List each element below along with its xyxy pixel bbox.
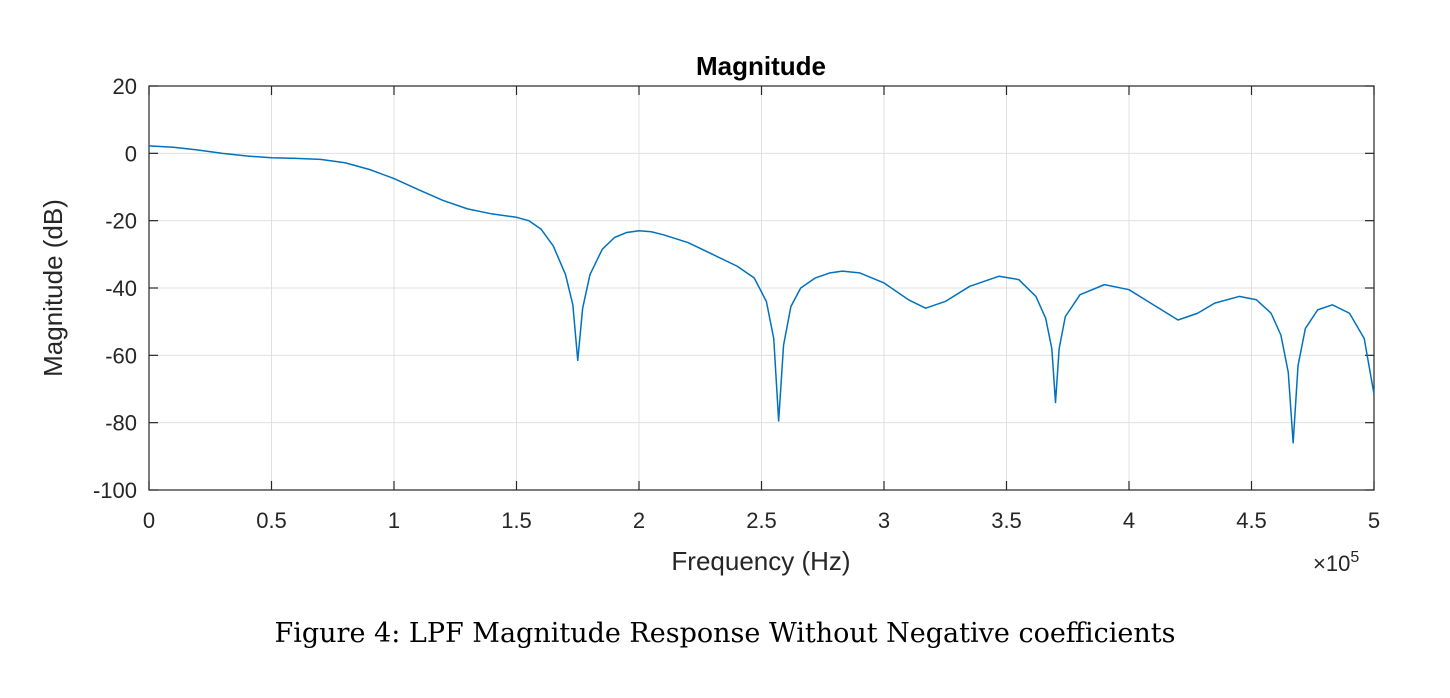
x-axis-label: Frequency (Hz) (671, 546, 850, 576)
x-tick-label: 0.5 (256, 508, 287, 533)
y-axis-label: Magnitude (dB) (38, 199, 68, 377)
x-tick-label: 3 (878, 508, 890, 533)
x-tick-label: 5 (1368, 508, 1380, 533)
grid-lines (148, 85, 1375, 491)
x-exponent-power: 5 (1350, 549, 1359, 566)
x-tick-label: 1 (388, 508, 400, 533)
x-tick-label: 2 (633, 508, 645, 533)
y-tick-label: -80 (105, 411, 137, 436)
y-tick-label: -60 (105, 343, 137, 368)
x-tick-label: 3.5 (991, 508, 1022, 533)
x-tick-label: 1.5 (501, 508, 532, 533)
x-exponent-label: ×105 (1313, 549, 1359, 576)
x-tick-label: 4.5 (1236, 508, 1267, 533)
y-tick-labels: 20 0 -20 -40 -60 -80 -100 (93, 74, 137, 503)
y-tick-label: 0 (125, 141, 137, 166)
y-tick-label: -100 (93, 478, 137, 503)
x-exponent-base: ×10 (1313, 551, 1350, 576)
x-tick-label: 4 (1123, 508, 1135, 533)
y-tick-label: 20 (113, 74, 137, 99)
y-tick-label: -40 (105, 276, 137, 301)
figure-caption: Figure 4: LPF Magnitude Response Without… (274, 618, 1176, 649)
chart-title: Magnitude (696, 51, 826, 81)
magnitude-series-line (148, 145, 1375, 444)
x-tick-label: 0 (143, 508, 155, 533)
y-tick-label: -20 (105, 209, 137, 234)
axis-ticks (148, 85, 1375, 491)
x-tick-label: 2.5 (746, 508, 777, 533)
x-tick-labels: 0 0.5 1 1.5 2 2.5 3 3.5 4 4.5 5 (143, 508, 1380, 533)
